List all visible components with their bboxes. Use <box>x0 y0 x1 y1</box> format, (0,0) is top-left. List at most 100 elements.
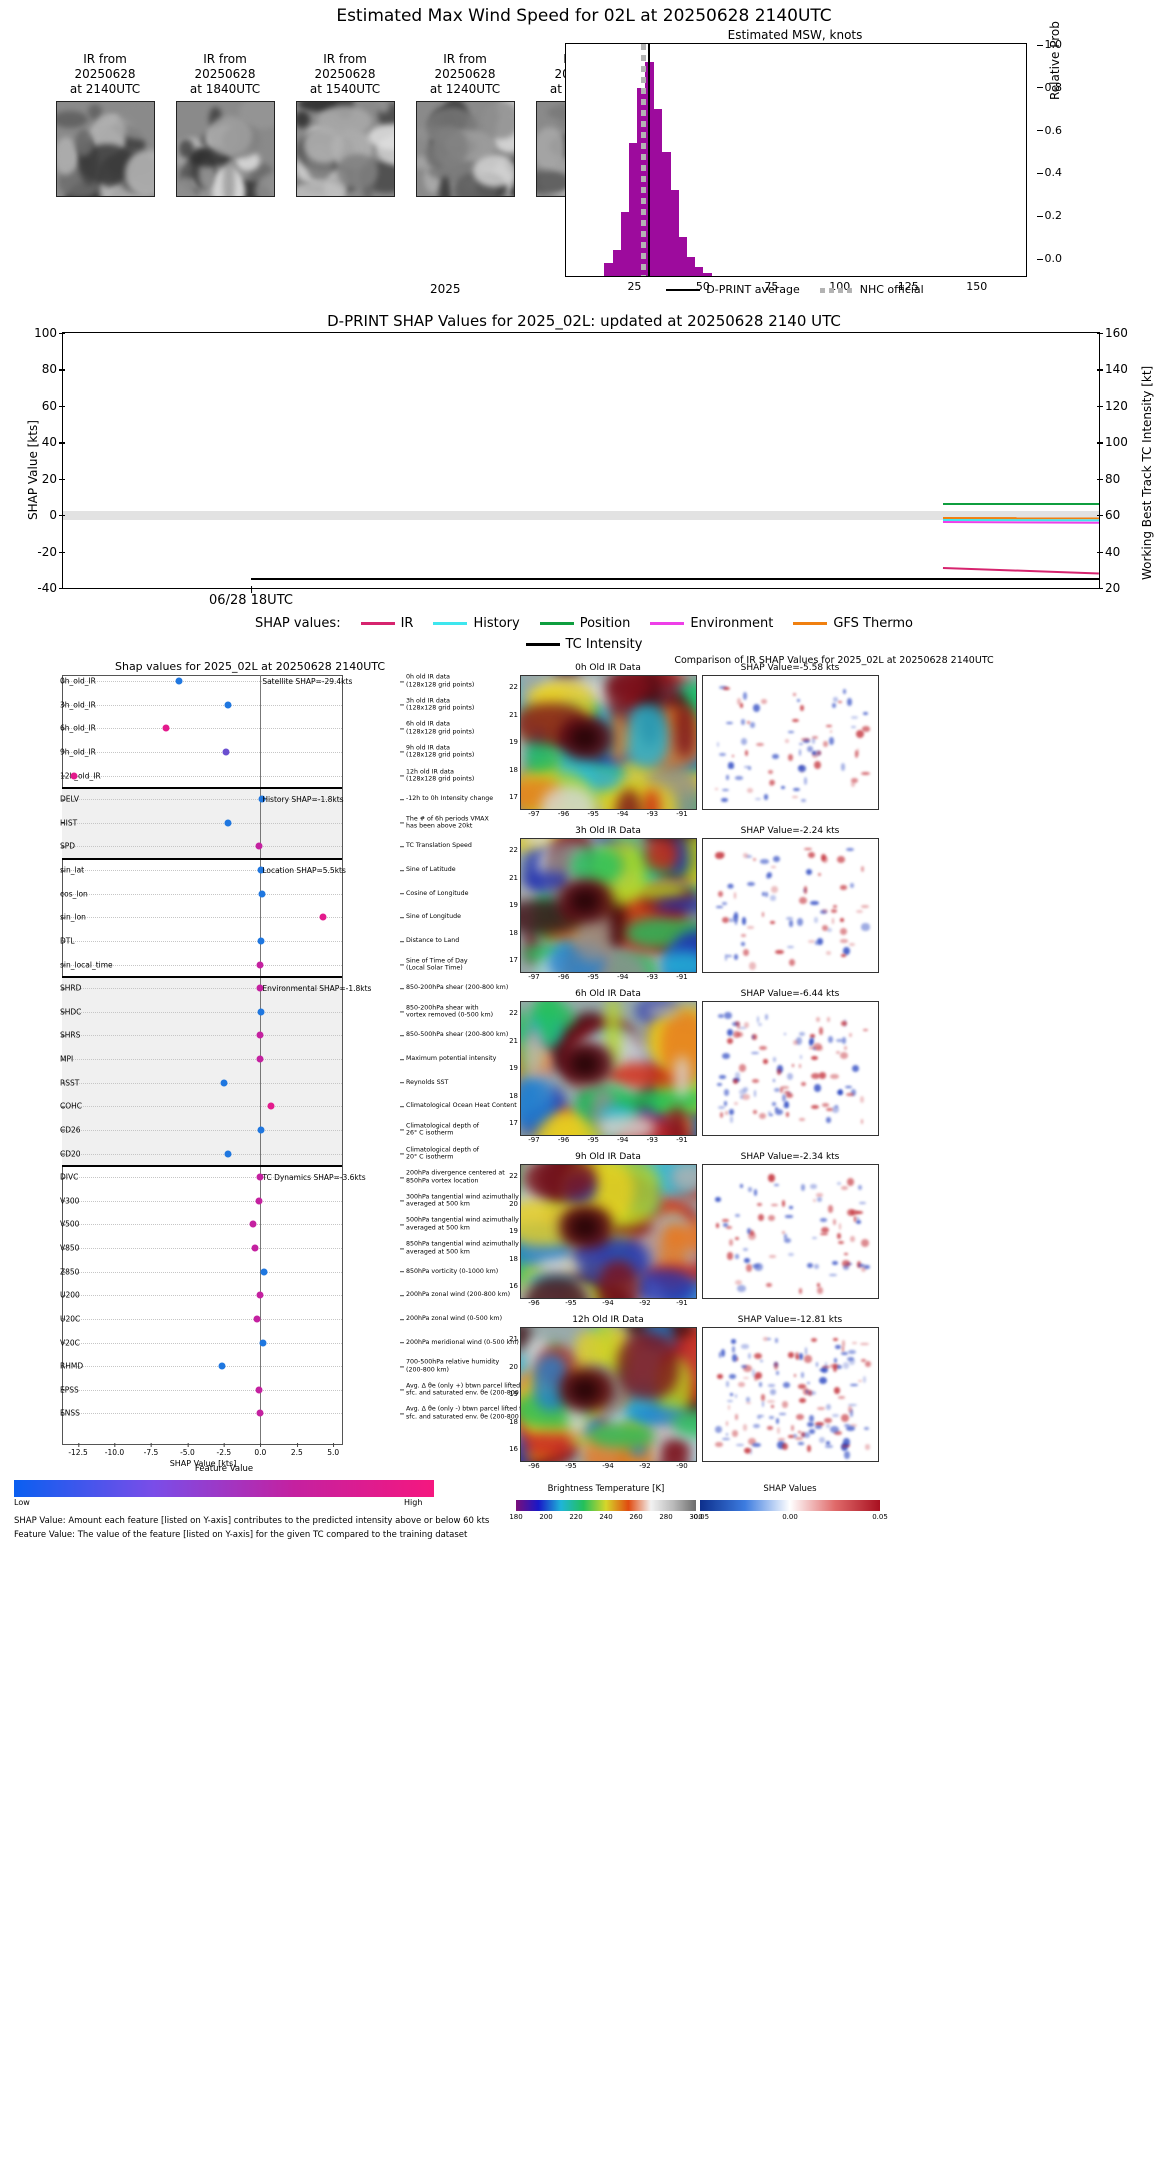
shap-map-panel <box>702 675 879 810</box>
histogram-legend: D-PRINT average NHC official <box>565 283 1025 296</box>
line-swatch-icon <box>650 622 685 625</box>
nhc-official-marker <box>640 44 646 276</box>
beeswarm-dot <box>256 1031 264 1039</box>
ir-panel-xtick: -91 <box>676 973 688 981</box>
timeseries-xlabel: 2025 <box>430 282 461 296</box>
beeswarm-feature-description: TC Translation Speed <box>400 843 566 851</box>
shap-values-colorbar <box>700 1500 880 1511</box>
beeswarm-gridline <box>62 846 342 848</box>
ir-panel-ytick: 21 <box>509 873 518 882</box>
ir-panel-ytick: 21 <box>509 1036 518 1045</box>
legend-label: TC Intensity <box>565 637 643 652</box>
ir-panel-ytick: 18 <box>509 1417 518 1426</box>
shap-values-tick: 0.05 <box>872 1513 888 1521</box>
ir-panel-ytick: 21 <box>509 710 518 719</box>
beeswarm-gridline <box>62 1035 342 1037</box>
dprint-average-marker <box>648 44 650 276</box>
ir-panel-xtick: -94 <box>617 973 629 981</box>
histogram-title: Estimated MSW, knots <box>727 28 863 42</box>
beeswarm-group-separator <box>62 976 342 978</box>
beeswarm-gridline <box>62 988 342 990</box>
beeswarm-xtick: -5.0 <box>180 1443 195 1457</box>
beeswarm-gridline <box>62 870 342 872</box>
beeswarm-dot <box>256 984 264 992</box>
histogram-ylabel: Relative Prob <box>1048 21 1062 100</box>
beeswarm-xtick: 2.5 <box>290 1443 303 1457</box>
beeswarm-gridline <box>62 775 342 778</box>
timeseries-ytick-left: 80 <box>29 362 65 376</box>
ir-panel-xtick: -93 <box>646 1136 659 1144</box>
beeswarm-dot <box>259 1339 267 1346</box>
beeswarm-gridline <box>62 1106 342 1108</box>
beeswarm-feature-description: 850-200hPa shear (200-800 km) <box>400 984 566 992</box>
ir-panel-xtick: -96 <box>557 973 570 981</box>
ir-panel <box>520 1327 697 1462</box>
beeswarm-feature-description: Maximum potential intensity <box>400 1055 566 1063</box>
ir-panel-xtick: -93 <box>646 973 659 981</box>
ir-panel-title: 6h Old IR Data <box>575 989 641 999</box>
beeswarm-dot <box>258 890 266 898</box>
ir-panel-xtick: -96 <box>528 1462 540 1470</box>
legend-prefix: SHAP values: <box>255 616 341 631</box>
ir-panel-ytick: 19 <box>509 1227 518 1235</box>
beeswarm-group-band <box>62 976 342 1166</box>
ir-panel-ytick: 20 <box>509 1199 518 1208</box>
histogram-bar <box>628 143 638 276</box>
timeseries-legend-item: TC Intensity <box>525 637 643 652</box>
ir-panel-ytick: 21 <box>509 1335 518 1343</box>
brightness-temp-tick: 260 <box>629 1513 643 1521</box>
feature-value-colorbar <box>14 1480 434 1497</box>
beeswarm-group-separator <box>62 1165 342 1167</box>
beeswarm-group-annotation: Satellite SHAP=-29.4kts <box>262 677 353 686</box>
beeswarm-feature-description: 9h old IR data (128x128 grid points) <box>400 744 566 759</box>
beeswarm-gridline <box>62 1342 342 1345</box>
histogram-bar <box>612 250 622 276</box>
shap-map-panel <box>702 1164 879 1299</box>
timeseries-ylabel-left: SHAP Value [kts] <box>26 420 40 520</box>
beeswarm-gridline <box>62 1295 342 1297</box>
beeswarm-gridline <box>62 1413 342 1415</box>
shap-values-colorbar-title: SHAP Values <box>763 1484 817 1494</box>
ir-panel-xtick: -94 <box>617 810 629 818</box>
histogram-xtick: 125 <box>897 280 919 293</box>
beeswarm-gridline <box>62 964 342 967</box>
ir-panel-ytick: 19 <box>509 1064 518 1072</box>
beeswarm-dot <box>256 1173 264 1181</box>
beeswarm-dot <box>257 937 265 945</box>
shap-map-panel <box>702 838 879 973</box>
beeswarm-xtick: -2.5 <box>216 1443 232 1457</box>
histogram-ytick: 0.4 <box>1036 166 1062 180</box>
shap-timeseries-plot: 100 80 60 40 20 0 -20 -40 160 140 120 100 80 60 40 20 … <box>34 326 1128 608</box>
histogram-bar <box>686 256 696 276</box>
brightness-temp-tick: 280 <box>659 1513 673 1521</box>
timeseries-ytick-left: 60 <box>29 399 65 413</box>
beeswarm-feature-description: 200hPa divergence centered at 850hPa vort… <box>400 1170 566 1185</box>
beeswarm-feature-description: 12h old IR data (128x128 grid points) <box>400 768 566 783</box>
ir-thumbnail-image <box>295 101 395 197</box>
histogram-legend-item: NHC official <box>819 283 924 296</box>
beeswarm-dot <box>255 1197 263 1205</box>
legend-label: GFS Thermo <box>833 616 913 631</box>
beeswarm-dot <box>251 1244 258 1252</box>
feature-value-low-label: Low <box>14 1498 30 1507</box>
ir-panel-ytick: 18 <box>509 1091 518 1100</box>
beeswarm-feature-description: 200hPa zonal wind (0-500 km) <box>400 1315 566 1323</box>
histogram-xtick: 150 <box>966 280 988 293</box>
beeswarm-gridline <box>62 1082 342 1085</box>
histogram-bar <box>604 263 614 276</box>
ir-thumbnail-image <box>175 101 275 197</box>
timeseries-legend-item: History <box>433 616 520 631</box>
ir-panel-ytick: 22 <box>509 683 518 691</box>
shap-map-panel <box>702 1001 879 1136</box>
ir-panel-title: 12h Old IR Data <box>572 1315 644 1325</box>
solid-line-icon <box>666 288 701 292</box>
beeswarm-feature-description: 850hPa vorticity (0-1000 km) <box>400 1268 566 1276</box>
beeswarm-dot <box>222 748 230 756</box>
histogram-ytick: 0.6 <box>1036 123 1062 137</box>
timeseries-ytick-right: 60 <box>1097 508 1135 522</box>
legend-label: Environment <box>690 616 774 631</box>
beeswarm-feature-description: Climatological Ocean Heat Content <box>400 1102 566 1110</box>
beeswarm-dot <box>253 1315 261 1323</box>
ir-panel-ytick: 19 <box>509 738 518 746</box>
brightness-temp-tick: 180 <box>509 1513 523 1521</box>
